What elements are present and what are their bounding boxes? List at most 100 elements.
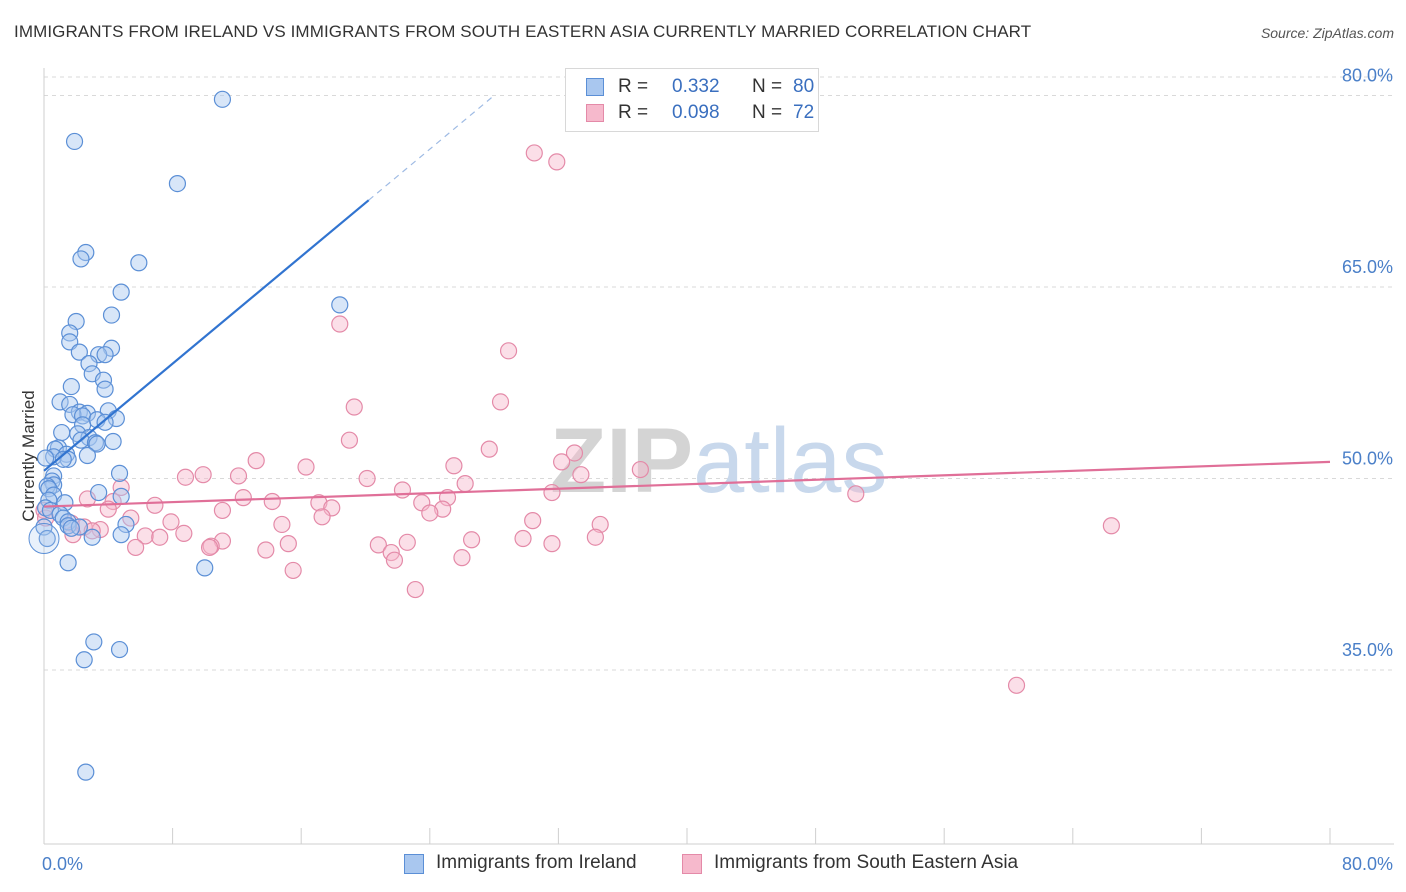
- legend-n-value: 72: [793, 102, 815, 123]
- sea-point-69: [1007, 676, 1026, 694]
- ireland-point-16: [80, 355, 98, 373]
- ireland-point-10: [61, 324, 79, 342]
- bottom-legend-label-sea: Immigrants from South Eastern Asia: [714, 852, 1019, 873]
- sea-point-31: [146, 496, 164, 514]
- sea-point-53: [586, 528, 604, 546]
- sea-point-1: [548, 153, 566, 171]
- sea-point-52: [514, 529, 532, 548]
- ireland-trend-extension: [368, 95, 495, 201]
- x-tick-label-min: 0.0%: [42, 854, 83, 874]
- sea-point-58: [279, 535, 297, 553]
- sea-point-50: [175, 524, 193, 542]
- sea-point-18: [572, 466, 590, 484]
- legend-n-label: N =: [752, 76, 783, 97]
- ireland-point-74: [77, 763, 95, 781]
- legend-swatch-sea: [586, 104, 604, 122]
- grid-lines: [44, 76, 1394, 671]
- ireland-point-70: [196, 559, 214, 577]
- sea-point-15: [229, 467, 248, 485]
- sea-point-66: [453, 549, 471, 567]
- x-tick-label-max: 80.0%: [1342, 854, 1393, 874]
- sea-point-51: [151, 528, 169, 546]
- ireland-point-6: [112, 283, 130, 301]
- ireland-point-2: [168, 174, 187, 193]
- ireland-point-20: [96, 380, 114, 398]
- legend-r-value: 0.098: [672, 102, 720, 123]
- y-tick-label-50: 50.0%: [1342, 449, 1393, 469]
- bottom-legend-swatch-ireland: [404, 854, 424, 874]
- ireland-point-42: [78, 446, 97, 465]
- sea-point-65: [385, 551, 404, 569]
- x-ticks: [43, 828, 1331, 844]
- ireland-point-15: [96, 346, 114, 364]
- ireland-point-47: [110, 464, 129, 482]
- sea-point-2: [331, 315, 349, 333]
- legend-n-label: N =: [752, 102, 783, 123]
- sea-point-54: [398, 533, 416, 551]
- correlation-legend: R = 0.332 N = 80 R = 0.098 N = 72: [565, 68, 819, 132]
- sea-point-61: [127, 538, 145, 557]
- ireland-point-76: [38, 529, 56, 548]
- watermark-atlas: atlas: [693, 410, 887, 512]
- y-tick-label-65: 65.0%: [1342, 257, 1393, 277]
- sea-point-60: [200, 538, 219, 557]
- sea-point-55: [462, 531, 481, 549]
- sea-point-6: [340, 431, 359, 449]
- sea-point-39: [162, 513, 180, 531]
- ireland-point-32: [53, 423, 71, 442]
- ireland-point-45: [54, 450, 72, 468]
- sea-point-20: [112, 478, 130, 497]
- sea-point-47: [83, 522, 101, 540]
- ireland-point-69: [59, 554, 77, 572]
- sea-point-43: [591, 515, 609, 534]
- sea-point-36: [421, 504, 439, 522]
- sea-point-23: [847, 485, 865, 503]
- ireland-point-0: [213, 90, 232, 108]
- ireland-point-4: [72, 250, 90, 268]
- ireland-point-71: [85, 633, 103, 651]
- ireland-point-53: [90, 483, 108, 502]
- ireland-trend-line: [43, 199, 370, 472]
- sea-point-3: [499, 342, 518, 360]
- sea-point-25: [234, 489, 252, 507]
- sea-point-9: [247, 452, 265, 470]
- sea-point-4: [345, 398, 363, 416]
- ireland-point-30: [96, 413, 114, 431]
- ireland-point-68: [83, 528, 101, 546]
- sea-point-7: [565, 444, 584, 462]
- sea-point-17: [358, 469, 376, 488]
- sea-point-67: [284, 561, 302, 580]
- sea-point-68: [406, 580, 424, 599]
- ireland-point-1: [65, 132, 84, 151]
- ireland-point-73: [75, 651, 93, 669]
- ireland-point-7: [331, 296, 349, 314]
- sea-point-27: [310, 494, 328, 512]
- ireland-point-67: [112, 526, 130, 544]
- bottom-legend-swatch-sea: [682, 854, 702, 874]
- sea-point-49: [136, 527, 154, 545]
- y-tick-labels: 35.0% 50.0% 65.0% 80.0%: [1342, 66, 1393, 661]
- ireland-point-58: [37, 499, 55, 517]
- sea-point-11: [445, 457, 463, 475]
- sea-trend-line: [43, 460, 1331, 508]
- sea-point-8: [480, 440, 498, 458]
- sea-point-35: [213, 501, 232, 520]
- sea-points: [35, 144, 1120, 694]
- legend-r-value: 0.332: [672, 76, 720, 97]
- sea-point-13: [631, 460, 649, 479]
- ireland-point-19: [62, 377, 80, 396]
- sea-point-34: [434, 500, 452, 518]
- sea-point-14: [194, 466, 212, 484]
- trend-lines: [43, 95, 1331, 508]
- sea-point-16: [176, 468, 195, 486]
- ireland-point-14: [70, 343, 88, 361]
- chart-title: IMMIGRANTS FROM IRELAND VS IMMIGRANTS FR…: [14, 22, 1032, 41]
- ireland-point-38: [88, 435, 106, 453]
- sea-point-5: [491, 393, 510, 411]
- sea-point-10: [553, 453, 571, 471]
- sea-point-40: [273, 515, 291, 534]
- y-tick-label-35: 35.0%: [1342, 640, 1393, 660]
- sea-point-19: [456, 475, 474, 493]
- ireland-point-46: [37, 449, 55, 467]
